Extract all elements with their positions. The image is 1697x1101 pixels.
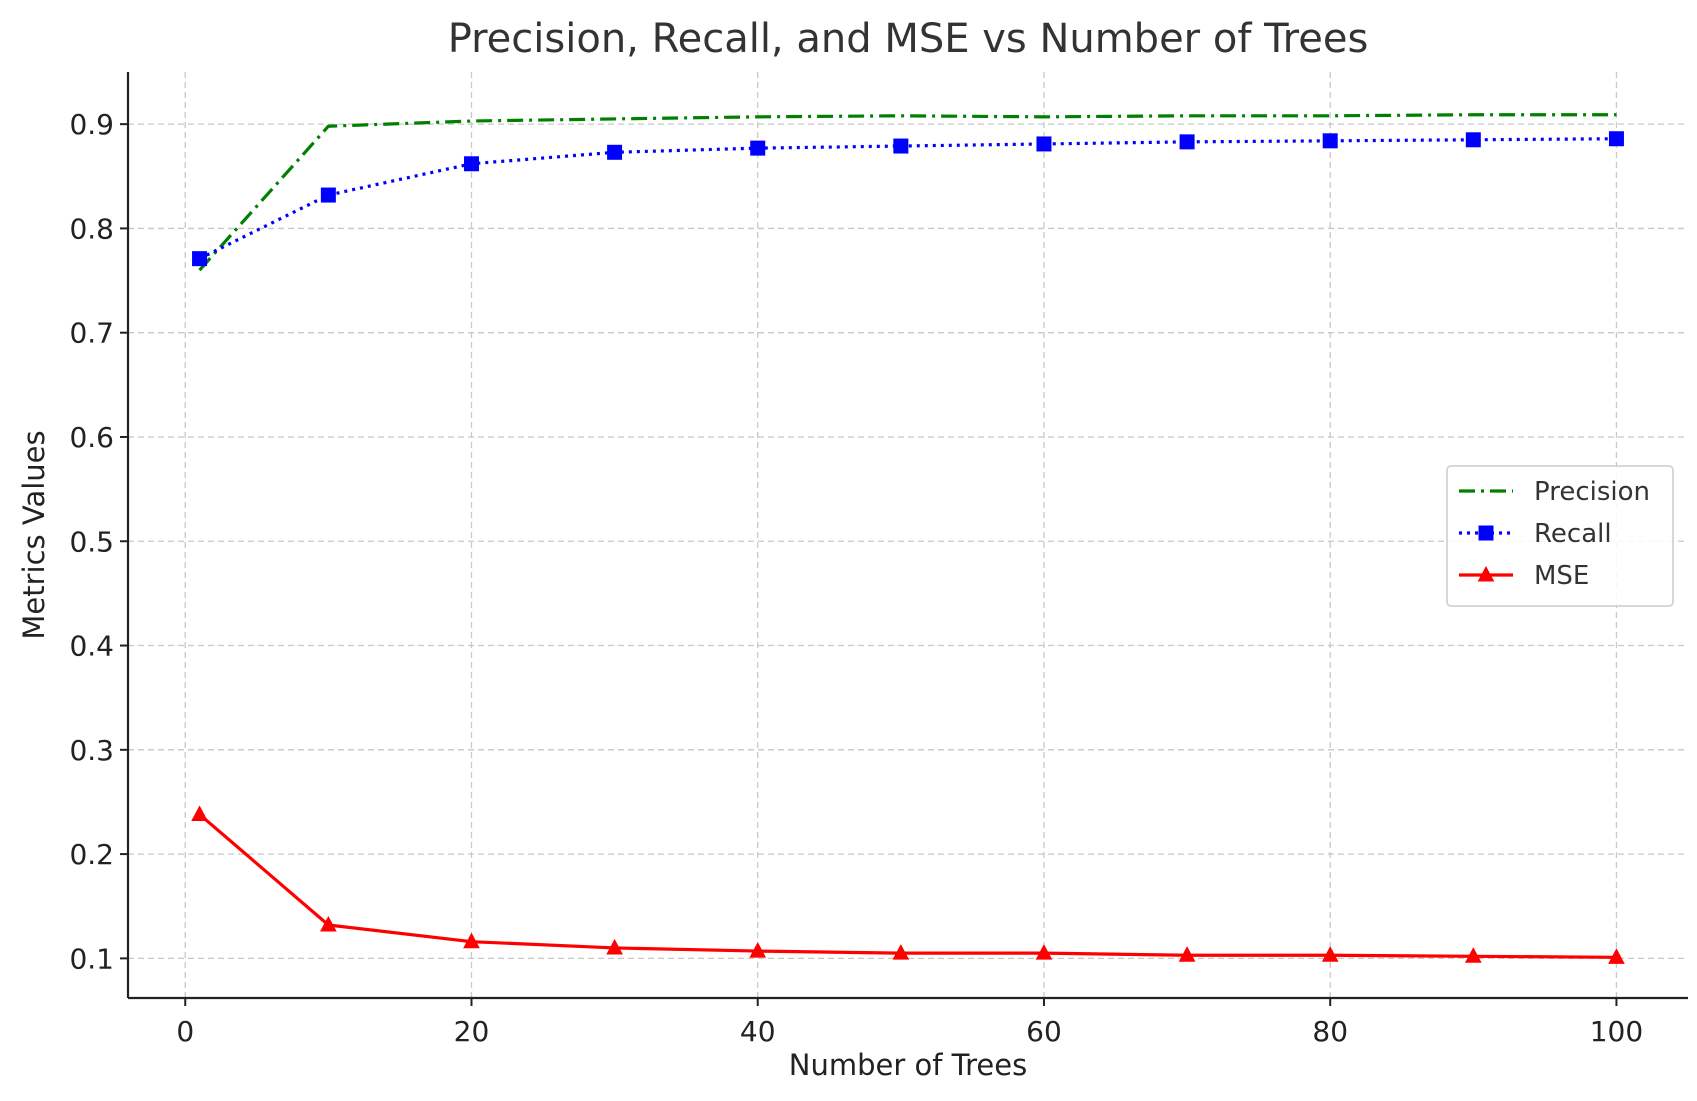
axes: 0 20 40 60 80 100 0.1 0.2 0.3 0.4 0.5 0.6 0.7 0.8 0.9 (69, 72, 1688, 1048)
x-tick-label: 40 (740, 1015, 776, 1048)
data-point-recall (463, 156, 479, 172)
data-point-mse (191, 805, 208, 821)
y-tick-label: 0.9 (69, 108, 114, 141)
data-point-recall (893, 138, 909, 154)
legend-label-precision: Precision (1534, 477, 1650, 507)
y-tick-label: 0.7 (69, 317, 114, 350)
x-tick-label: 80 (1312, 1015, 1348, 1048)
data-point-recall (192, 251, 208, 267)
series-line-mse (198, 813, 1617, 959)
data-point-mse (320, 915, 337, 932)
x-tick-label: 60 (1026, 1015, 1062, 1048)
data-point-mse (1178, 946, 1196, 962)
data-point-recall (1608, 131, 1624, 147)
y-tick-label: 0.2 (69, 838, 114, 871)
legend-marker-recall (1478, 525, 1494, 541)
data-point-mse (1035, 944, 1053, 960)
data-point-mse (463, 932, 480, 949)
data-point-recall (750, 140, 766, 156)
chart-title: Precision, Recall, and MSE vs Number of … (448, 16, 1369, 62)
data-point-recall (607, 144, 623, 160)
data-point-recall (1179, 134, 1195, 150)
data-point-mse (892, 944, 910, 960)
y-tick-label: 0.3 (69, 734, 114, 767)
data-point-recall (1322, 133, 1338, 149)
legend: Precision Recall MSE (1446, 465, 1674, 607)
data-point-recall (320, 187, 336, 203)
series-line-precision (198, 113, 1617, 272)
x-axis-title: Number of Trees (789, 1048, 1027, 1082)
y-tick-label: 0.5 (69, 525, 114, 558)
legend-marker-mse (1477, 565, 1495, 582)
legend-label-recall: Recall (1534, 519, 1612, 549)
x-tick-label: 0 (176, 1015, 194, 1048)
legend-box (1446, 465, 1674, 607)
data-point-mse (606, 938, 623, 955)
data-point-mse (749, 942, 767, 958)
y-axis-title: Metrics Values (17, 430, 51, 639)
data-point-mse (1464, 947, 1482, 963)
legend-label-mse: MSE (1534, 561, 1589, 591)
series-line-recall (198, 137, 1617, 261)
data-point-recall (1036, 136, 1052, 152)
y-tick-label: 0.1 (69, 942, 114, 975)
data-point-mse (1321, 946, 1339, 962)
y-tick-label: 0.6 (69, 421, 114, 454)
x-tick-label: 20 (454, 1015, 490, 1048)
y-tick-label: 0.8 (69, 212, 114, 245)
series-lines (198, 113, 1617, 959)
y-tick-label: 0.4 (69, 630, 114, 663)
data-point-mse (1608, 948, 1625, 964)
x-tick-label: 100 (1590, 1015, 1643, 1048)
data-point-recall (1465, 132, 1481, 148)
series-markers (191, 131, 1625, 964)
